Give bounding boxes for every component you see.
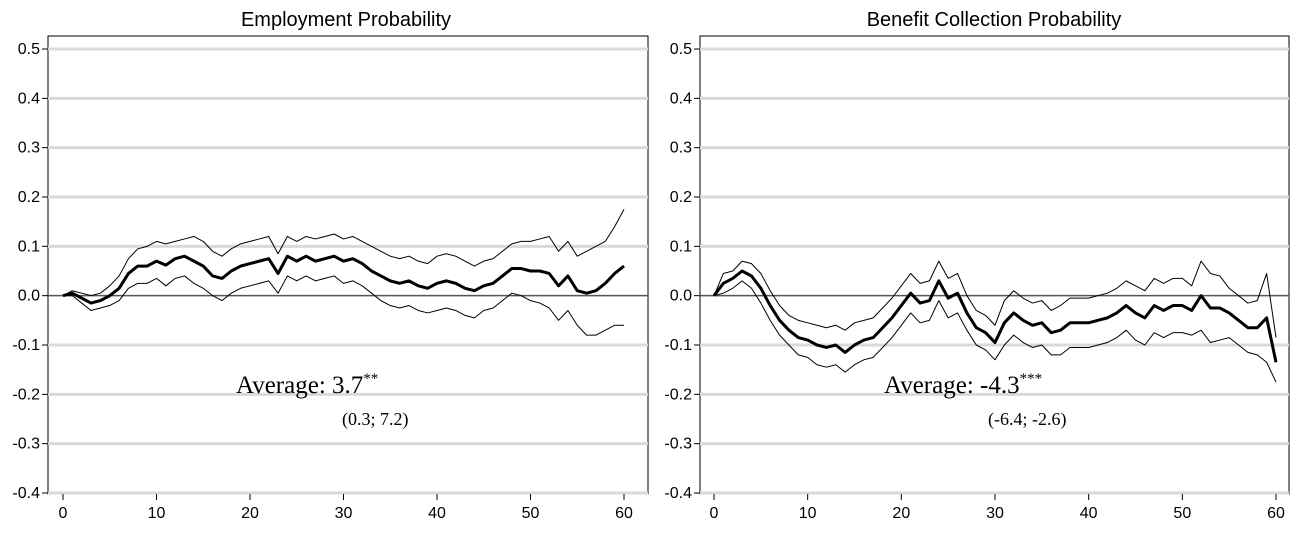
- y-tick-label-right: -0.4: [664, 485, 692, 502]
- y-tick-label-left: 0.4: [18, 90, 40, 107]
- plot-area-right: [699, 35, 1290, 495]
- panel-employment-probability: Employment Probability 0.50.40.30.20.10.…: [12, 9, 649, 522]
- y-tick-label-left: 0.5: [18, 41, 40, 58]
- grid-right: [700, 47, 1289, 495]
- y-tick-label-left: -0.2: [12, 386, 40, 403]
- x-tick-label-right: 30: [986, 505, 1004, 522]
- confidence-interval-left: (0.3; 7.2): [342, 409, 409, 430]
- y-tick-label-right: 0.3: [670, 140, 692, 157]
- chart-title-right: Benefit Collection Probability: [867, 9, 1122, 31]
- x-tick-label-right: 40: [1080, 505, 1098, 522]
- series-left: [62, 209, 625, 336]
- x-axis-left: 0 10 20 30 40 50 60: [59, 494, 633, 522]
- series-line-lower-left: [63, 275, 624, 336]
- y-tick-label-left: -0.1: [12, 337, 40, 354]
- y-tick-label-left: -0.3: [12, 436, 40, 453]
- y-tick-label-left: 0.2: [18, 189, 40, 206]
- x-tick-label-right: 60: [1267, 505, 1285, 522]
- confidence-interval-right: (-6.4; -2.6): [988, 409, 1066, 430]
- y-tick-label-left: 0.3: [18, 140, 40, 157]
- series-line-estimate-left: [62, 254, 625, 305]
- y-tick-label-right: 0.4: [670, 90, 692, 107]
- y-tick-label-left: 0.0: [18, 288, 40, 305]
- y-tick-label-left: 0.1: [18, 238, 40, 255]
- y-axis-left: 0.5 0.4 0.3 0.2 0.1 0.0 -0.1 -0.2 -0.3 -0.4: [12, 41, 48, 502]
- panel-benefit-collection-probability: Benefit Collection Probability 0.5 0.4 0.3…: [664, 9, 1290, 522]
- y-axis-right: 0.5 0.4 0.3 0.2 0.1 0.0 -0.1 -0.2 -0.3 -0.4: [664, 41, 700, 502]
- significance-stars-left: **: [363, 371, 378, 387]
- x-tick-label-right: 0: [710, 505, 719, 522]
- x-tick-label-left: 50: [522, 505, 540, 522]
- series-right: [712, 260, 1278, 383]
- x-tick-label-right: 50: [1173, 505, 1191, 522]
- x-tick-label-left: 0: [59, 505, 68, 522]
- average-value-right: Average: -4.3: [884, 372, 1020, 399]
- series-line-upper-right: [713, 260, 1277, 338]
- x-tick-label-right: 20: [892, 505, 910, 522]
- x-tick-label-right: 10: [799, 505, 817, 522]
- y-tick-label-right: -0.1: [664, 337, 692, 354]
- y-tick-label-right: 0.1: [670, 238, 692, 255]
- y-tick-label-right: -0.3: [664, 436, 692, 453]
- y-tick-label-left: -0.4: [12, 485, 40, 502]
- x-tick-label-left: 10: [148, 505, 166, 522]
- series-line-lower-right: [713, 280, 1277, 383]
- y-tick-label-right: 0.2: [670, 189, 692, 206]
- y-tick-label-right: -0.2: [664, 386, 692, 403]
- x-tick-label-left: 40: [428, 505, 446, 522]
- grid-left: [48, 47, 648, 495]
- series-line-upper-left: [62, 209, 625, 297]
- average-label-left: Average: 3.7**: [236, 371, 378, 399]
- series-line-estimate-right: [712, 269, 1278, 363]
- y-tick-label-right: 0.5: [670, 41, 692, 58]
- average-value-left: Average: 3.7: [236, 372, 363, 399]
- average-label-right: Average: -4.3***: [884, 371, 1042, 399]
- x-axis-right: 0 10 20 30 40 50 60: [710, 494, 1285, 522]
- x-tick-label-left: 30: [335, 505, 353, 522]
- x-tick-label-left: 20: [241, 505, 259, 522]
- x-tick-label-left: 60: [615, 505, 633, 522]
- significance-stars-right: ***: [1020, 371, 1043, 387]
- chart-title-left: Employment Probability: [241, 9, 451, 31]
- y-tick-label-right: 0.0: [670, 288, 692, 305]
